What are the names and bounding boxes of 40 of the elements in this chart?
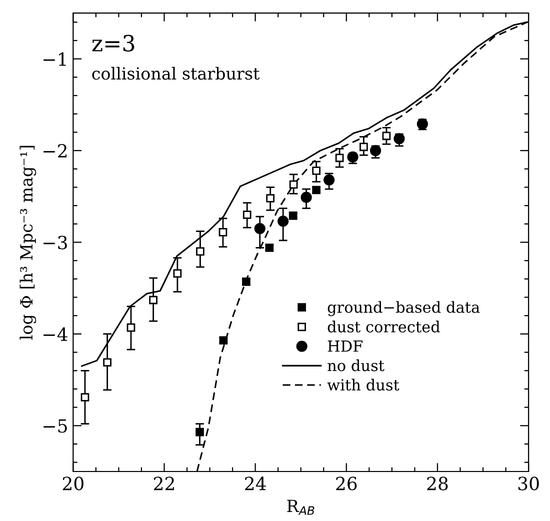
point	[300, 192, 312, 203]
annotation: z=3	[92, 34, 134, 52]
y-axis-title: log Φ [h³ Mpc⁻³ mag⁻¹]	[20, 146, 36, 340]
point	[394, 133, 405, 144]
point	[149, 296, 158, 304]
point	[289, 180, 298, 189]
point	[196, 247, 204, 256]
point	[218, 228, 228, 236]
point	[103, 358, 112, 367]
y-tick-label: −5	[44, 419, 67, 433]
point	[242, 210, 252, 219]
legend-label: ground−based data	[328, 301, 480, 316]
x-tick-label: 24	[245, 476, 266, 490]
point	[382, 132, 391, 140]
point	[312, 166, 320, 175]
point	[254, 222, 266, 234]
x-tick-label: 30	[518, 476, 539, 490]
annotation: collisional starburst	[92, 66, 260, 80]
point	[278, 216, 289, 227]
point	[266, 194, 275, 202]
legend-label: dust corrected	[328, 320, 440, 332]
legend-label: HDF	[328, 340, 363, 352]
legend-label: no dust	[328, 359, 384, 372]
point	[360, 142, 368, 152]
x-axis-title: R$_{AB}$	[287, 500, 314, 515]
y-tick-label: −1	[44, 52, 66, 66]
point	[196, 428, 204, 436]
x-tick-label: 22	[154, 476, 174, 490]
point	[80, 393, 90, 402]
x-tick-label: 26	[336, 476, 357, 490]
x-tick-label: 28	[427, 476, 448, 490]
point	[126, 323, 136, 332]
y-tick-label: −3	[44, 236, 67, 250]
y-tick-label: −4	[44, 327, 68, 341]
legend-label: with dust	[327, 378, 400, 391]
point	[335, 154, 344, 162]
point	[324, 174, 335, 186]
point	[173, 269, 182, 278]
x-tick-label: 20	[62, 476, 84, 490]
y-tick-label: −2	[44, 144, 67, 158]
